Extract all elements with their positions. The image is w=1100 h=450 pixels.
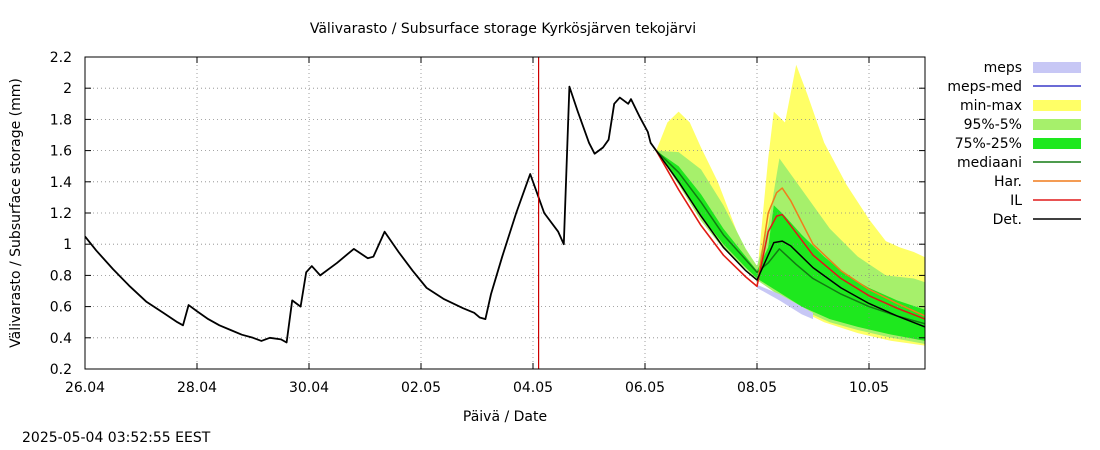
series-observed [85, 85, 657, 344]
y-tick-label: 2.2 [50, 50, 72, 66]
legend-label: IL [1010, 193, 1022, 209]
chart-title: Välivarasto / Subsurface storage Kyrkösj… [310, 21, 696, 37]
y-tick-label: 0.8 [50, 268, 72, 284]
chart-legend: meps meps-med min-max 95%-5% 75%-25% mediaani… [947, 60, 1081, 228]
legend-label: meps [984, 60, 1022, 76]
plot-area [84, 56, 926, 370]
legend-swatch [1033, 62, 1081, 73]
y-tick-label: 0.4 [50, 331, 72, 347]
x-tick-label: 06.05 [625, 380, 665, 396]
band-meps [757, 284, 813, 320]
y-axis-ticks: 0.2 0.4 0.6 0.8 1 1.2 1.4 1.6 1.8 2 2.2 [50, 50, 925, 378]
legend-label: meps-med [947, 79, 1022, 95]
x-tick-label: 30.04 [289, 380, 329, 396]
x-tick-label: 26.04 [65, 380, 105, 396]
legend-swatch [1033, 138, 1081, 149]
x-tick-label: 04.05 [513, 380, 553, 396]
series-lines [85, 57, 925, 369]
timestamp: 2025-05-04 03:52:55 EEST [22, 430, 211, 446]
legend-label: min-max [960, 98, 1022, 114]
x-tick-label: 02.05 [401, 380, 441, 396]
x-tick-label: 08.05 [737, 380, 777, 396]
x-tick-label: 10.05 [849, 380, 889, 396]
y-tick-label: 1.8 [50, 112, 72, 128]
y-tick-label: 1 [63, 237, 72, 253]
legend-label: Har. [994, 174, 1022, 190]
x-tick-label: 28.04 [177, 380, 217, 396]
legend-label: 75%-25% [955, 136, 1022, 152]
grid-lines [85, 57, 925, 369]
y-tick-label: 0.2 [50, 362, 72, 378]
legend-label: Det. [993, 212, 1022, 228]
legend-swatch [1033, 100, 1081, 111]
series-il [655, 150, 925, 320]
legend-swatch [1033, 119, 1081, 130]
x-axis-ticks: 26.04 28.04 30.04 02.05 04.05 06.05 08.05 10.05 [65, 57, 889, 396]
y-axis-label: Välivarasto / Subsurface storage (mm) [8, 78, 24, 348]
legend-label: 95%-5% [964, 117, 1022, 133]
y-tick-label: 0.6 [50, 300, 72, 316]
y-tick-label: 1.4 [50, 175, 72, 191]
series-det [655, 150, 925, 328]
x-axis-label: Päivä / Date [463, 409, 547, 425]
y-tick-label: 1.2 [50, 206, 72, 222]
legend-label: mediaani [957, 155, 1022, 171]
y-tick-label: 2 [63, 81, 72, 97]
y-tick-label: 1.6 [50, 144, 72, 160]
series-mediaani [655, 150, 925, 325]
